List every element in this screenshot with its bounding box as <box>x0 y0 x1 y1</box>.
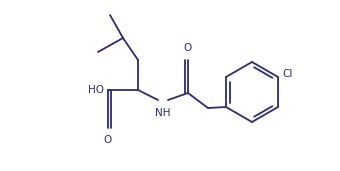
Text: HO: HO <box>88 85 104 95</box>
Text: NH: NH <box>155 108 171 118</box>
Text: O: O <box>104 135 112 145</box>
Text: O: O <box>184 43 192 53</box>
Text: Cl: Cl <box>282 69 292 79</box>
